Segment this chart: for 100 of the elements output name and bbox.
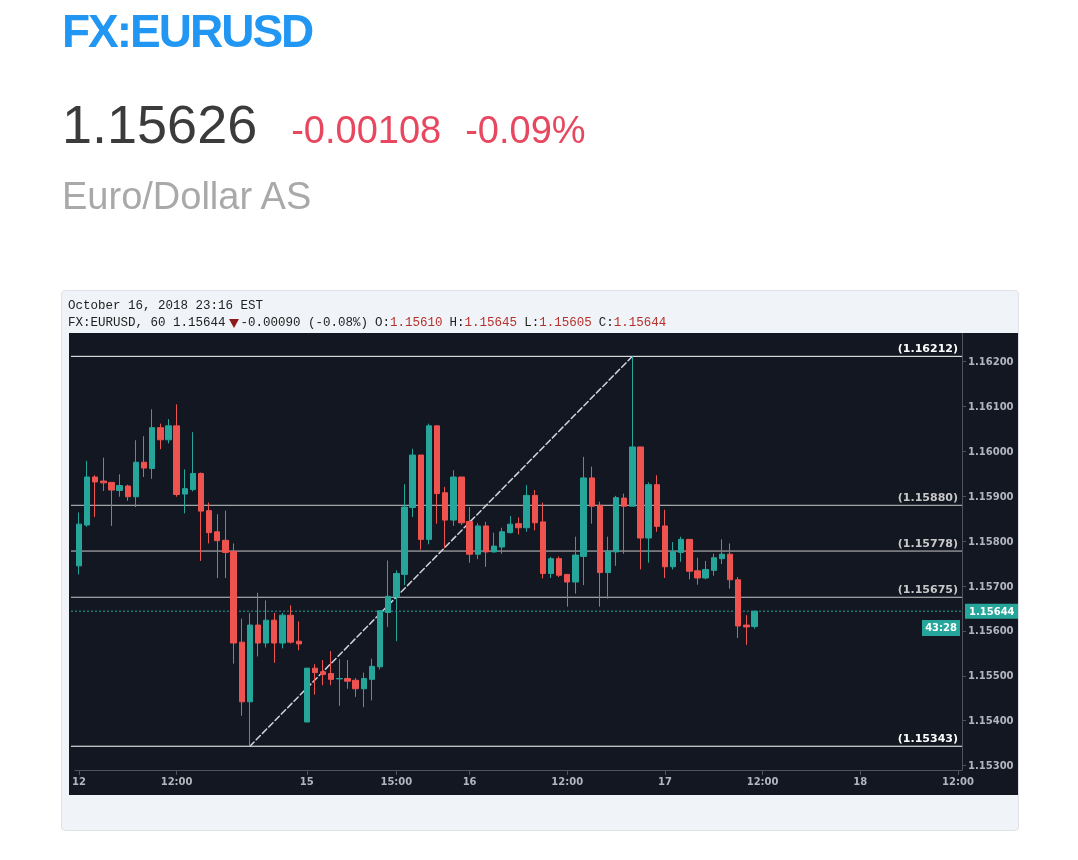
y-tick-label: 1.15900 [968,490,1014,502]
x-tick-label: 17 [657,775,672,787]
candlestick [239,618,245,717]
candlestick [157,423,164,450]
candlestick [125,484,131,502]
y-tick-label: 1.16200 [968,356,1014,368]
candlestick [76,511,82,575]
candlestick [523,484,530,533]
ref-line-label: (1.15880) [897,491,958,505]
ref-line-label: 1.15644 [969,605,1015,617]
candlestick [214,513,220,579]
text: 1.15644 [613,316,667,330]
text: FX:EURUSD, 60 1.15644 [68,316,226,330]
candlestick [116,473,123,498]
candlestick [279,612,286,649]
candlestick [621,493,627,555]
candlestick [312,663,318,696]
candlestick [182,468,188,514]
candlestick [654,474,660,533]
y-tick-label: 1.16000 [968,445,1014,457]
candlestick [296,620,302,651]
candlestick [271,612,277,664]
x-tick-label: 15:00 [380,775,413,787]
candlestick [141,435,147,478]
candlestick [629,355,636,507]
candlestick [564,573,570,608]
candlestick [719,538,725,565]
candlestick [336,658,343,707]
text: October 16, 2018 23:16 EST [68,299,264,313]
x-tick-label: 16 [462,775,477,787]
y-tick-label: 1.15600 [968,625,1014,637]
text: 1.15605 [539,316,592,330]
text: 1.15610 [390,316,443,330]
ref-line-label: (1.15343) [897,732,958,746]
candlestick [507,515,513,535]
candlestick [662,509,668,579]
candlestick [499,527,505,555]
candlestick [556,555,562,578]
x-tick-label: 12:00 [746,775,779,787]
candlestick [605,536,611,600]
candlestick [637,446,644,570]
candlestick [426,423,432,545]
candlestick [743,614,750,646]
candlestick [369,658,375,701]
candlestick [247,612,253,747]
candlestick [597,501,603,608]
candlestick [149,408,155,480]
candlestick [304,667,310,723]
text: O: [375,316,391,330]
candlestick [361,672,367,708]
candlestick [589,466,595,525]
candlestick [173,403,180,498]
text: -0.09% [465,109,586,151]
candlestick [540,502,546,579]
candlestick [491,532,497,553]
y-tick-label: 1.15400 [968,715,1014,727]
candlestick [678,536,684,563]
candlestick [255,592,261,657]
candlestick [702,560,709,580]
candlestick [287,604,294,644]
candlestick [442,486,448,549]
annotation: 43:28 [922,620,960,636]
x-tick-label: 18 [853,775,868,787]
candlestick [84,460,90,528]
candlestick [198,472,204,562]
candlestick [735,576,741,639]
candlestick [133,439,139,508]
text: L: [524,316,540,330]
x-tick-label: 12:00 [160,775,193,787]
text: -0.00108 [291,109,442,151]
ref-line-label: (1.16212) [897,342,958,356]
text: 1.15645 [464,316,518,330]
candlestick [515,516,522,535]
x-tick-label: 12:00 [551,775,584,787]
candlestick [475,522,481,560]
candlestick [92,474,98,518]
candlestick [450,469,457,527]
candlestick [483,521,489,568]
chart-subtitle: Euro/Dollar AS [62,175,312,217]
text: H: [449,316,465,330]
x-tick-label: 15 [299,775,314,787]
candlestick [532,489,538,531]
candlestick [190,431,196,492]
candlestick [613,495,619,567]
candlestick [670,541,676,570]
candlestick [165,418,172,444]
candlestick [645,481,652,564]
candlestick [206,502,212,544]
candlestick [548,556,554,579]
text: -0.00090 (-0.08%) [240,316,369,330]
y-tick-label: 1.15500 [968,670,1014,682]
y-tick-label: 1.16100 [968,401,1014,413]
y-tick-label: 1.15300 [968,760,1014,772]
x-tick-label: 12 [71,775,86,787]
candlestick [320,659,326,686]
x-tick-label: 12:00 [942,775,974,787]
candlestick [434,424,440,525]
ref-line-label: (1.15778) [897,537,958,551]
candlestick [418,454,424,551]
candlestick [727,542,733,590]
